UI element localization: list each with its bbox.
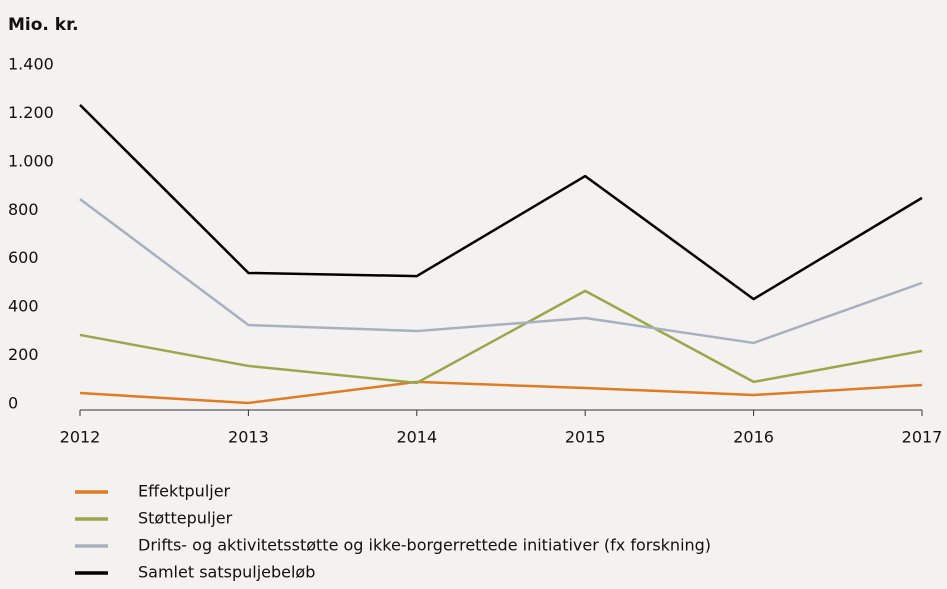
x-tick-label: 2013 (228, 428, 269, 447)
series-line (79, 380, 923, 405)
chart-title: Mio. kr. (8, 15, 79, 35)
x-tick-label: 2017 (902, 428, 943, 447)
series-line (79, 198, 923, 345)
y-tick-label: 1.200 (8, 103, 54, 122)
legend-label: Effektpuljer (138, 482, 231, 501)
series-line (79, 104, 923, 301)
y-tick-label: 0 (8, 394, 18, 413)
x-tick-label: 2016 (733, 428, 774, 447)
x-tick-label: 2012 (60, 428, 101, 447)
y-tick-label: 1.400 (8, 55, 54, 74)
x-tick-label: 2014 (396, 428, 437, 447)
y-tick-label: 600 (8, 248, 39, 267)
series-line (79, 289, 923, 385)
y-tick-label: 1.000 (8, 151, 54, 170)
legend-label: Samlet satspuljebeløb (138, 563, 315, 582)
y-tick-label: 400 (8, 297, 39, 316)
y-tick-label: 800 (8, 200, 39, 219)
legend-label: Drifts- og aktivitetsstøtte og ikke-borg… (138, 536, 711, 555)
x-tick-label: 2015 (565, 428, 606, 447)
y-tick-label: 200 (8, 345, 39, 364)
legend-label: Støttepuljer (138, 509, 233, 528)
